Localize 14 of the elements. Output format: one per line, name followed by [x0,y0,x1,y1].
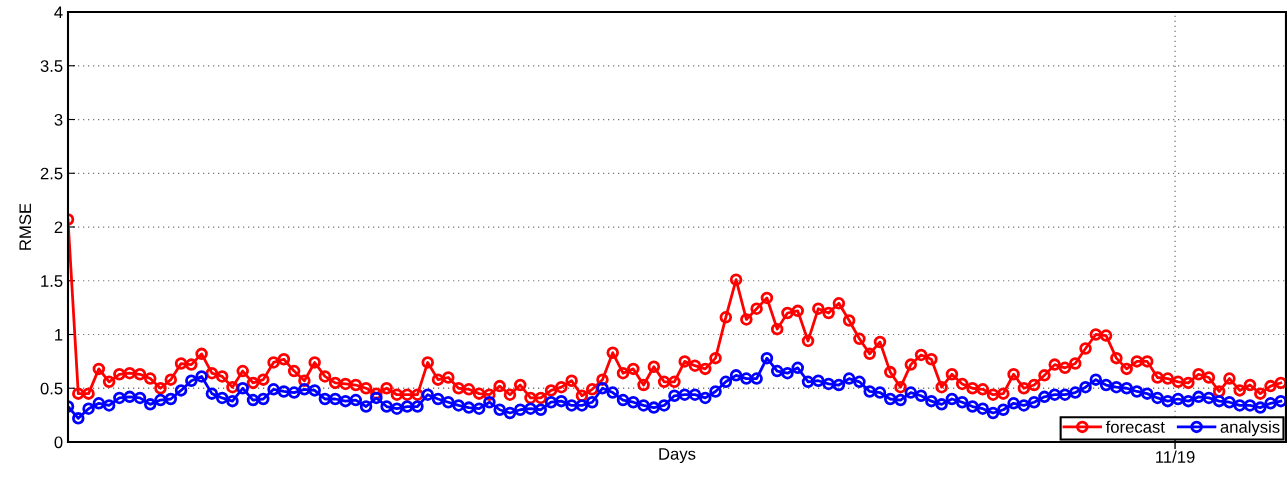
y-tick-label: 3.5 [40,60,63,72]
legend-label: analysis [1220,420,1280,437]
y-tick-label: 1.5 [41,275,63,287]
text: 11/19 [1156,450,1195,463]
y-tick-label: 4 [54,6,63,19]
y-tick-label: 0.5 [40,382,63,395]
y-tick-label: 2.5 [40,167,63,180]
y-tick-label: 1 [55,329,63,341]
y-tick-label: 3 [54,113,63,126]
y-axis-title: RMSE [19,203,32,250]
y-tick-label: 2 [54,221,63,234]
y-tick-label: 0 [54,436,63,449]
x-axis-title: Days [659,448,696,464]
legend-label: forecast [1105,420,1165,433]
